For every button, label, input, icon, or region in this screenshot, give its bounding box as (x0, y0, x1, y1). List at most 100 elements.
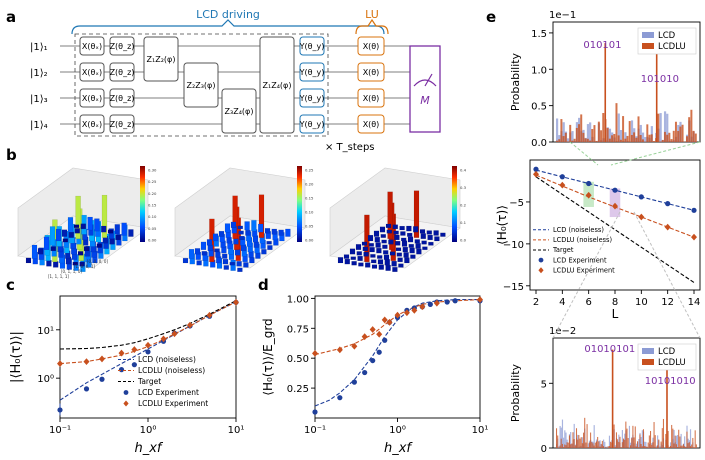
bar-lcd (659, 113, 662, 142)
bar-lcdlu (558, 139, 561, 142)
gate-z3z4-box (221, 88, 257, 134)
bar-lcdlu (602, 113, 605, 142)
bar-lcdlu (692, 130, 695, 142)
bar-lcd (680, 433, 682, 448)
legend-entry: LCD (noiseless) (138, 355, 196, 364)
panel-a: a LCD driving LU × T_steps |1⟩₁ |1⟩₂ |1⟩₃ |… (6, 8, 441, 153)
bar3d (358, 262, 364, 267)
bar3d (94, 218, 100, 232)
bar-lcdlu (663, 131, 666, 142)
bar3d (67, 217, 74, 233)
bar3d (422, 246, 428, 250)
bar-peak (655, 40, 658, 142)
bar3d (381, 239, 387, 244)
bar3d (196, 260, 202, 266)
bar-lcdlu (564, 444, 566, 448)
bar-lcdlu (657, 113, 660, 142)
bar-lcd (624, 132, 627, 142)
bar-lcdlu (615, 103, 618, 142)
bar3d (355, 244, 362, 250)
bar-lcdlu (559, 445, 561, 448)
bar3d (25, 257, 32, 264)
qubit-label: |1⟩₂ (30, 68, 48, 79)
bar3d (72, 261, 78, 266)
data-point (411, 306, 418, 314)
bar-lcd (570, 431, 572, 448)
bar-lcdlu (575, 127, 578, 142)
bar-lcdlu (652, 141, 655, 142)
series-line (59, 300, 237, 350)
bar-lcd (603, 439, 605, 448)
bar-lcdlu (677, 447, 679, 448)
qubit-label: |1⟩₄ (30, 120, 48, 131)
lcd-driving-label: LCD driving (196, 8, 260, 21)
bar-lcd (640, 436, 642, 448)
bar-lcdlu (682, 444, 684, 448)
gate-x-label: X(θₓ) (82, 68, 102, 77)
y-axis-label: ⟨H₀(τ)⟩ (495, 205, 509, 245)
bar-lcdlu (661, 139, 664, 142)
legend-entry: Target (137, 377, 161, 386)
bar3d (350, 256, 356, 260)
bar-lcd (635, 443, 638, 448)
bar3d (387, 191, 393, 239)
bar3d (244, 221, 250, 231)
data-point (533, 166, 539, 172)
gate-lu-box (357, 114, 385, 134)
data-point (376, 330, 383, 338)
bar-lcdlu (611, 442, 613, 448)
colorbar-tick: 0.2 (460, 203, 467, 208)
bar-lcdlu (620, 447, 622, 448)
gate-y-box (299, 88, 325, 108)
y-tick-label: 5 (541, 379, 547, 390)
bar-lcd (657, 435, 659, 448)
bar-lcd (599, 440, 601, 448)
data-point (638, 194, 644, 200)
bar3d (391, 260, 397, 267)
bar-lcdlu (693, 447, 695, 448)
bar-lcdlu (571, 140, 574, 142)
bar3d (255, 252, 261, 259)
bar-lcdlu (613, 133, 616, 142)
colorbar (297, 166, 302, 242)
bar3d (380, 234, 386, 238)
bar-lcd (573, 423, 575, 448)
gate-y-label: Y(θ_y) (299, 94, 325, 103)
data-point (83, 386, 90, 392)
bar-lcd (689, 429, 692, 448)
bar3d (234, 249, 241, 256)
bar3d (413, 226, 419, 233)
bar-lcdlu (611, 135, 614, 142)
lu-label: LU (365, 8, 379, 21)
bar-lcd (621, 430, 623, 448)
bar-lcd (618, 434, 620, 448)
bar3d (401, 237, 407, 242)
gate-z-label: Z(θ_z) (110, 94, 135, 103)
zoom-line-bottom-right (633, 211, 701, 339)
data-point (131, 346, 138, 353)
data-point (638, 213, 645, 221)
bar-lcdlu (671, 424, 673, 448)
legend-swatch (123, 400, 129, 407)
bar-lcd (638, 439, 640, 448)
bar-lcdlu (557, 435, 559, 448)
data-point (145, 349, 151, 355)
bar3d (222, 253, 228, 259)
bar-lcdlu (626, 135, 629, 142)
scale-label: 1e−1 (549, 10, 576, 21)
bar-lcdlu (634, 426, 636, 448)
bar-lcdlu (593, 125, 596, 142)
state-tick: [1, 0, 0, 1] (74, 264, 95, 269)
bar-lcdlu (672, 130, 675, 142)
data-point (559, 174, 565, 180)
bar-lcdlu (574, 445, 576, 448)
data-point (337, 395, 343, 401)
steps-label: × T_steps (325, 142, 375, 153)
bar3d (371, 259, 377, 264)
bar-lcdlu (677, 130, 680, 142)
bar3d (367, 234, 374, 242)
bar-lcdlu (626, 428, 628, 448)
y-tick-label: 1.0 (531, 65, 547, 76)
panel-c: c 10⁻¹ 10⁰ 10¹ 10⁰ 10¹ h_xf |⟨H₀(τ)⟩| LCD (nois… (6, 276, 244, 456)
bar3d (115, 234, 121, 241)
